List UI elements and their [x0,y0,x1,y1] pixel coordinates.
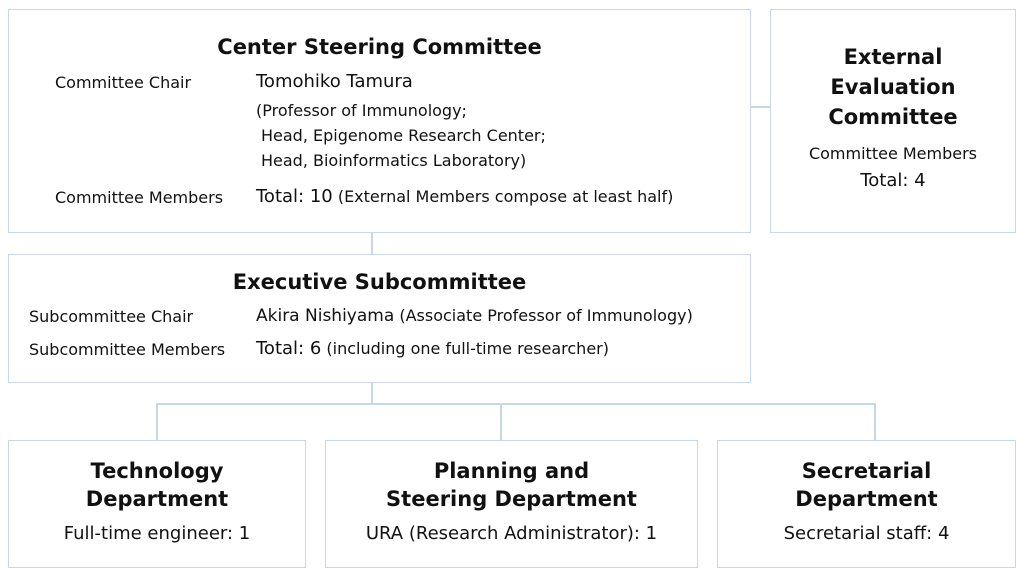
planning-steering-department-box: Planning and Steering Department URA (Re… [325,440,698,568]
connector-planning [500,403,502,440]
members-total: Total: 10 [256,186,333,207]
subcommittee-chair-label: Subcommittee Chair [29,307,194,326]
external-members-total: Total: 4 [860,170,926,191]
department-title-line: Secretarial [801,459,932,483]
chair-role: (Professor of Immunology; [256,101,467,120]
technology-department-box: Technology Department Full-time engineer… [8,440,306,568]
connector-horizontal [156,403,876,405]
external-title-line: Committee [828,105,958,129]
department-title-line: Steering Department [386,487,637,511]
external-evaluation-committee-box: External Evaluation Committee Committee … [770,9,1016,233]
chair-name: Tomohiko Tamura [256,71,413,92]
external-members-label: Committee Members [808,144,978,163]
subcommittee-chair-value: Akira Nishiyama (Associate Professor of … [256,306,693,326]
department-title-line: Department [795,487,938,511]
department-title-line: Technology [90,459,224,483]
external-title-line: External [843,45,943,69]
connector-executive-down [371,382,373,404]
subcommittee-members-value: Total: 6 (including one full-time resear… [256,338,609,359]
secretarial-department-box: Secretarial Department Secretarial staff… [717,440,1016,568]
department-title-line: Department [85,487,229,511]
steering-title: Center Steering Committee [217,35,542,59]
executive-title: Executive Subcommittee [232,270,527,294]
chair-role: Head, Bioinformatics Laboratory) [261,151,527,170]
department-staff: Full-time engineer: 1 [63,523,251,544]
external-title-line: Evaluation [830,75,956,99]
subcommittee-chair-name: Akira Nishiyama [256,306,395,326]
center-steering-committee-box: Center Steering Committee Committee Chai… [8,9,751,233]
connector-technology [156,403,158,440]
department-staff: URA (Research Administrator): 1 [365,523,658,544]
members-value: Total: 10 (External Members compose at l… [256,186,673,207]
connector-steering-external [750,106,770,108]
chair-role: Head, Epigenome Research Center; [261,126,546,145]
subcommittee-chair-role: (Associate Professor of Immunology) [399,306,693,325]
department-title-line: Planning and [433,459,590,483]
subcommittee-members-note: (including one full-time researcher) [326,339,609,358]
members-note: (External Members compose at least half) [337,187,674,206]
executive-subcommittee-box: Executive Subcommittee Subcommittee Chai… [8,254,751,383]
members-label: Committee Members [55,188,224,207]
connector-secretarial [874,403,876,440]
subcommittee-members-label: Subcommittee Members [29,340,226,359]
connector-steering-executive [371,232,373,254]
chair-label: Committee Chair [55,73,192,92]
department-staff: Secretarial staff: 4 [783,523,950,544]
subcommittee-members-total: Total: 6 [256,338,322,359]
